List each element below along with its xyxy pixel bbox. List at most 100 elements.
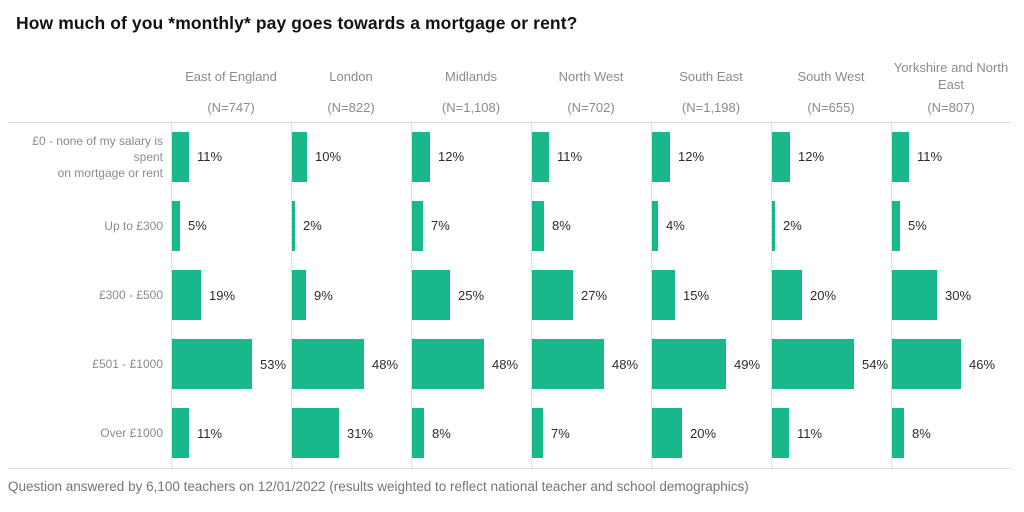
column-header: London xyxy=(329,68,373,84)
bar xyxy=(532,270,573,320)
chart-title: How much of you *monthly* pay goes towar… xyxy=(16,13,578,33)
chart-border-top xyxy=(8,122,1011,123)
value-label: 48% xyxy=(492,356,519,372)
value-label: 46% xyxy=(969,356,996,372)
row-label: £300 - £500 xyxy=(98,288,163,302)
column-sample-size: (N=702) xyxy=(567,100,615,115)
bar xyxy=(292,200,295,251)
bar xyxy=(652,270,675,320)
bar xyxy=(172,339,252,390)
value-label: 20% xyxy=(690,425,717,441)
bar xyxy=(772,408,789,459)
column-header: North West xyxy=(558,68,624,84)
value-label: 10% xyxy=(315,149,342,165)
column-gridline xyxy=(771,122,772,468)
chart-border-bottom xyxy=(8,468,1011,469)
column-gridline xyxy=(651,122,652,468)
value-label: 2% xyxy=(303,218,322,234)
value-label: 11% xyxy=(797,425,823,441)
value-label: 8% xyxy=(912,425,931,441)
bar xyxy=(652,131,670,182)
value-label: 11% xyxy=(557,149,583,165)
bar xyxy=(892,408,904,459)
bar xyxy=(412,131,430,182)
column-sample-size: (N=822) xyxy=(327,100,375,115)
bar xyxy=(772,339,854,390)
value-label: 11% xyxy=(197,425,223,441)
bar xyxy=(292,339,364,390)
value-label: 12% xyxy=(678,149,705,165)
column-gridline xyxy=(411,122,412,468)
column-header: South East xyxy=(679,68,743,84)
bar xyxy=(412,270,450,320)
bar xyxy=(412,200,423,251)
bar xyxy=(892,131,909,182)
column-sample-size: (N=807) xyxy=(927,100,975,115)
bar xyxy=(532,200,544,251)
value-label: 9% xyxy=(314,287,333,303)
value-label: 49% xyxy=(734,356,761,372)
value-label: 15% xyxy=(683,287,710,303)
value-label: 11% xyxy=(917,149,943,165)
row-label: Up to £300 xyxy=(104,218,163,233)
value-label: 7% xyxy=(431,218,450,234)
bar xyxy=(532,339,604,390)
value-label: 8% xyxy=(432,425,451,441)
bar xyxy=(532,131,549,182)
value-label: 53% xyxy=(260,356,287,372)
bar xyxy=(412,339,484,390)
bar xyxy=(532,408,543,459)
bar xyxy=(892,200,900,251)
bar xyxy=(172,270,201,320)
column-header: Yorkshire and North East xyxy=(893,60,1009,92)
column-header: South West xyxy=(797,68,865,84)
column-sample-size: (N=1,108) xyxy=(441,100,501,115)
row-label: £0 - none of my salary is spent on mortga… xyxy=(32,133,163,180)
value-label: 54% xyxy=(862,356,889,372)
value-label: 25% xyxy=(458,287,485,303)
column-gridline xyxy=(171,122,172,468)
bar xyxy=(892,339,961,390)
value-label: 7% xyxy=(551,425,570,441)
value-label: 8% xyxy=(552,218,571,234)
value-label: 5% xyxy=(908,218,927,234)
column-header: Midlands xyxy=(444,68,498,84)
bar xyxy=(172,200,180,251)
value-label: 48% xyxy=(372,356,399,372)
bar xyxy=(772,131,790,182)
value-label: 4% xyxy=(666,218,685,234)
bar xyxy=(652,200,658,251)
bar xyxy=(412,408,424,459)
bar xyxy=(652,408,682,459)
value-label: 31% xyxy=(347,425,374,441)
value-label: 19% xyxy=(209,287,236,303)
column-gridline xyxy=(891,122,892,468)
column-sample-size: (N=655) xyxy=(807,100,855,115)
value-label: 12% xyxy=(438,149,465,165)
bar xyxy=(892,270,937,320)
bar xyxy=(772,200,775,251)
row-label: Over £1000 xyxy=(100,426,163,441)
bar xyxy=(172,131,189,182)
bar xyxy=(292,270,306,320)
chart-footnote: Question answered by 6,100 teachers on 1… xyxy=(8,479,749,494)
bar xyxy=(292,408,339,459)
column-header: East of England xyxy=(185,68,277,84)
value-label: 30% xyxy=(945,287,972,303)
value-label: 48% xyxy=(612,356,639,372)
bar xyxy=(772,270,802,320)
column-gridline xyxy=(531,122,532,468)
bar xyxy=(652,339,726,390)
column-sample-size: (N=747) xyxy=(207,100,255,115)
value-label: 12% xyxy=(798,149,825,165)
row-label: £501 - £1000 xyxy=(92,357,163,372)
value-label: 11% xyxy=(197,149,223,165)
value-label: 5% xyxy=(188,218,207,234)
value-label: 2% xyxy=(783,218,802,234)
value-label: 27% xyxy=(581,287,608,303)
column-sample-size: (N=1,198) xyxy=(681,100,741,115)
column-gridline xyxy=(291,122,292,468)
value-label: 20% xyxy=(810,287,837,303)
bar xyxy=(172,408,189,459)
bar xyxy=(292,131,307,182)
